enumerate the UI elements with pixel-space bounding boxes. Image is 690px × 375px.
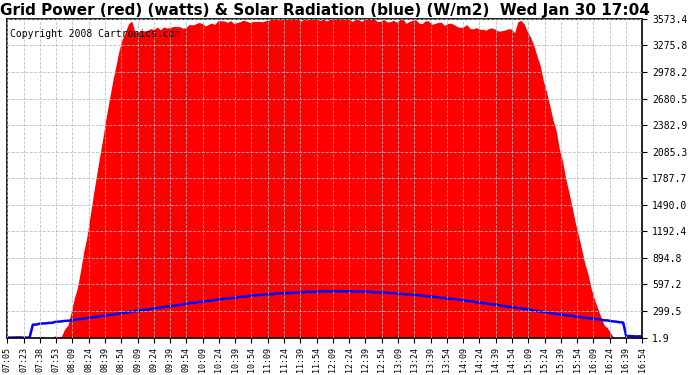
Title: Grid Power (red) (watts) & Solar Radiation (blue) (W/m2)  Wed Jan 30 17:04: Grid Power (red) (watts) & Solar Radiati…: [0, 3, 650, 18]
Text: Copyright 2008 Cartronics.com: Copyright 2008 Cartronics.com: [10, 28, 181, 39]
